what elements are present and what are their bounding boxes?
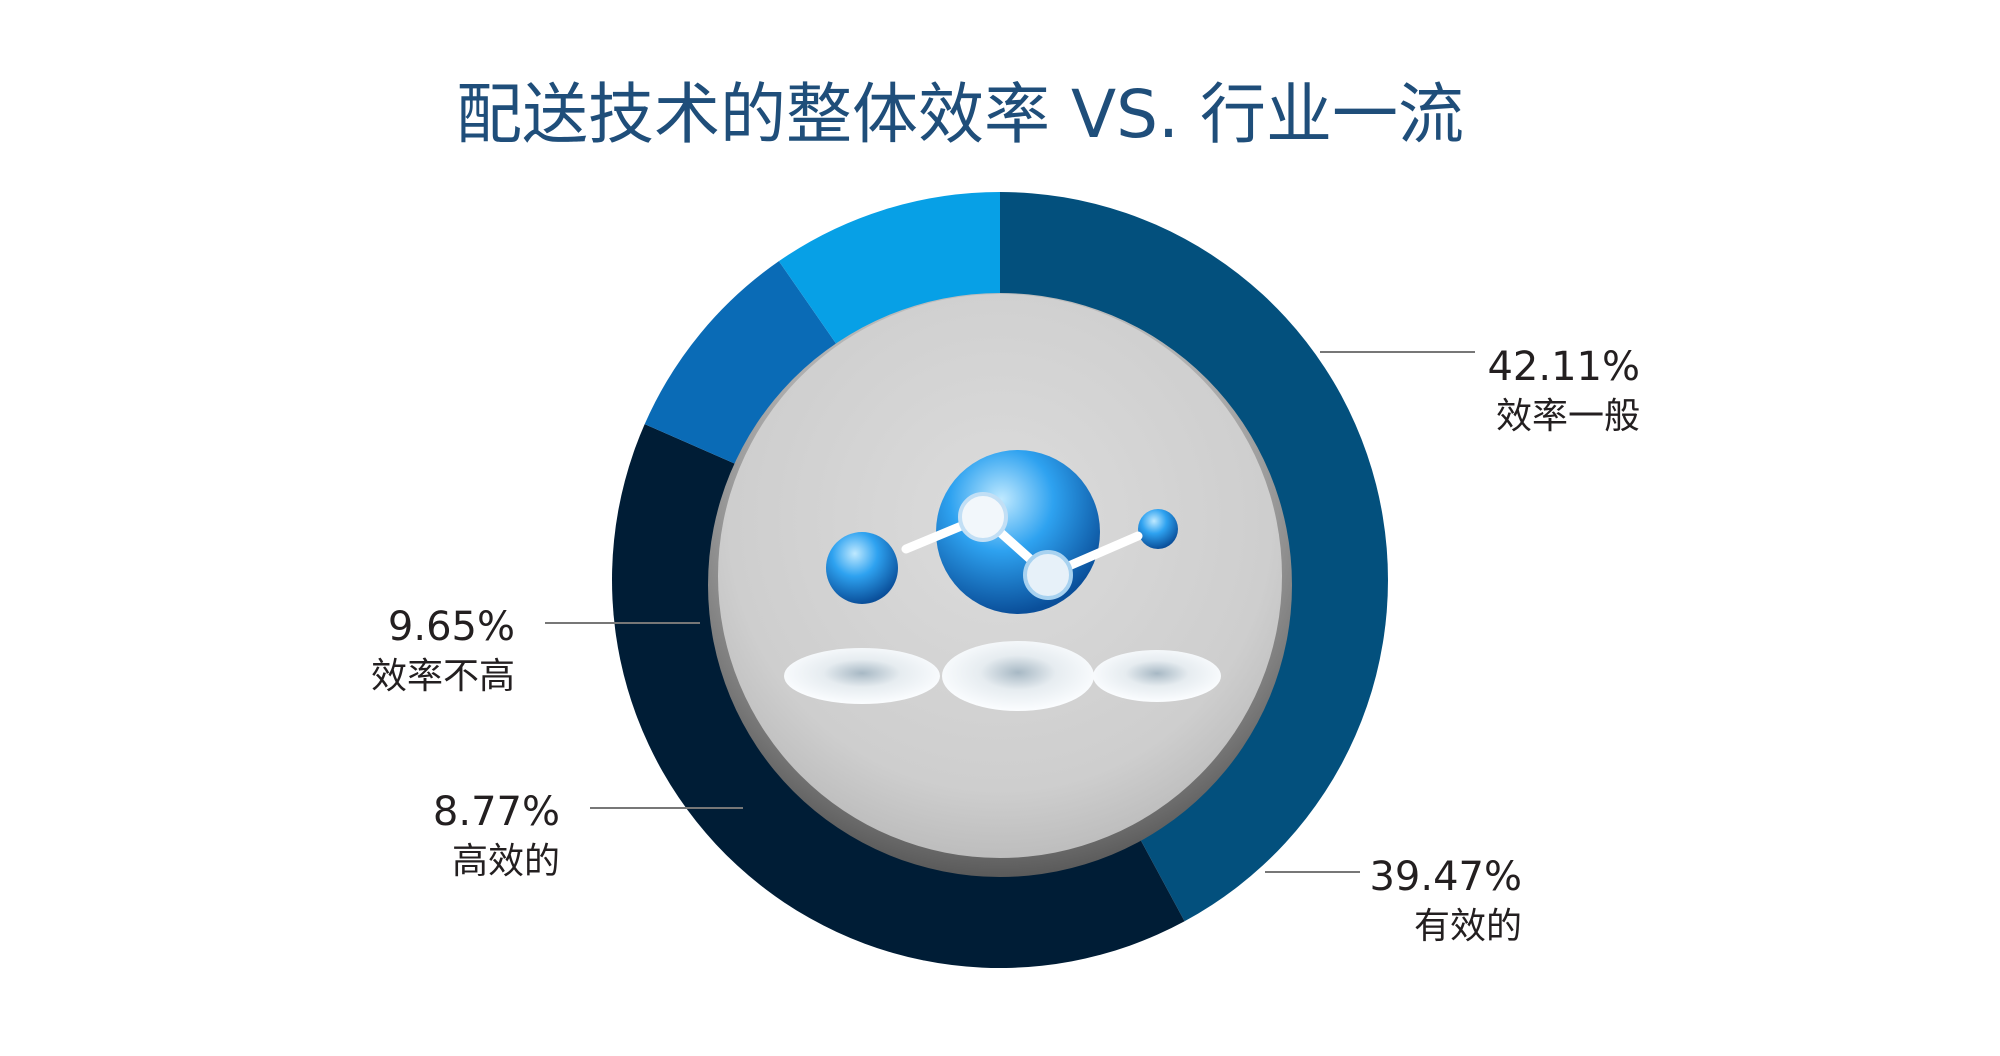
slice-value-label: 8.77%: [433, 789, 560, 835]
slice-labels: 42.11% 效率一般 39.47% 有效的 8.77% 高效的 9.65% 效率不高: [371, 344, 1640, 947]
slice-category-label: 有效的: [1414, 906, 1522, 947]
network-link-line: [901, 512, 1143, 580]
shadow-ellipse: [1093, 650, 1221, 702]
network-node: [958, 492, 1008, 542]
shadow-ellipse: [942, 641, 1094, 711]
chart-title: 配送技术的整体效率 VS. 行业一流: [456, 76, 1464, 153]
molecule-network-icon: [784, 450, 1221, 711]
slice-category-label: 效率不高: [371, 656, 515, 697]
small-sphere: [826, 532, 898, 604]
network-node: [1023, 550, 1073, 600]
shadow-ellipse: [784, 648, 940, 704]
tiny-sphere: [1138, 509, 1178, 549]
slice-category-label: 高效的: [452, 841, 560, 882]
large-sphere: [936, 450, 1100, 614]
slice-category-label: 效率一般: [1496, 396, 1640, 437]
slice-value-label: 42.11%: [1487, 344, 1640, 390]
slice-value-label: 9.65%: [388, 604, 515, 650]
slice-value-label: 39.47%: [1369, 854, 1522, 900]
